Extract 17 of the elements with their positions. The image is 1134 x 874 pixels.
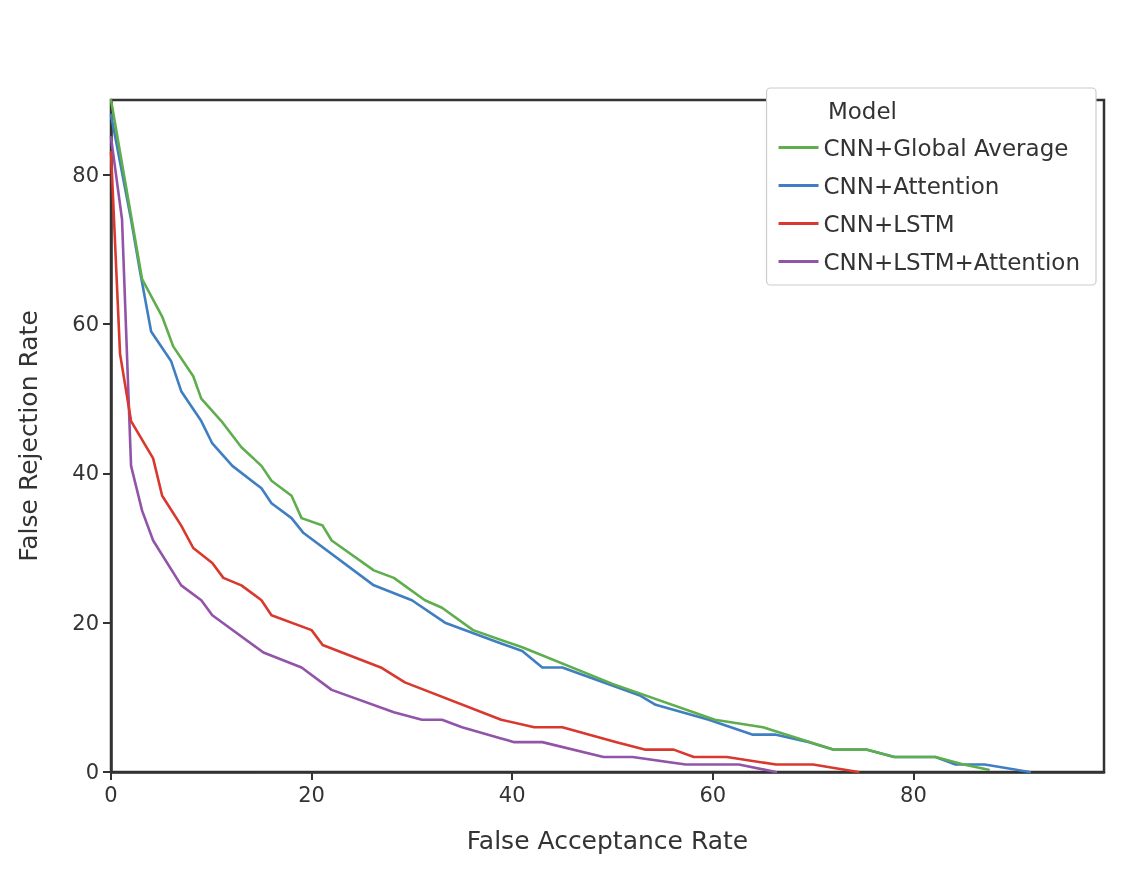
legend-title: Model <box>827 97 897 124</box>
y-axis-title: False Rejection Rate <box>14 310 43 562</box>
legend-label: CNN+LSTM+Attention <box>823 248 1081 275</box>
x-axis-title: False Acceptance Rate <box>466 826 749 855</box>
x-tick-label: 0 <box>104 782 118 807</box>
x-tick-label: 80 <box>900 782 927 807</box>
legend-label: CNN+Attention <box>823 172 1000 199</box>
y-tick-label: 40 <box>72 461 99 486</box>
y-tick-label: 20 <box>72 610 99 635</box>
x-tick-label: 40 <box>498 782 526 807</box>
x-tick-label: 60 <box>699 782 727 807</box>
legend-label: CNN+Global Average <box>823 134 1069 161</box>
y-tick-label: 80 <box>72 162 99 187</box>
x-tick-label: 20 <box>298 782 325 807</box>
y-tick-label: 0 <box>85 760 99 784</box>
legend-label: CNN+LSTM <box>823 210 955 237</box>
y-tick-label: 60 <box>72 312 99 336</box>
